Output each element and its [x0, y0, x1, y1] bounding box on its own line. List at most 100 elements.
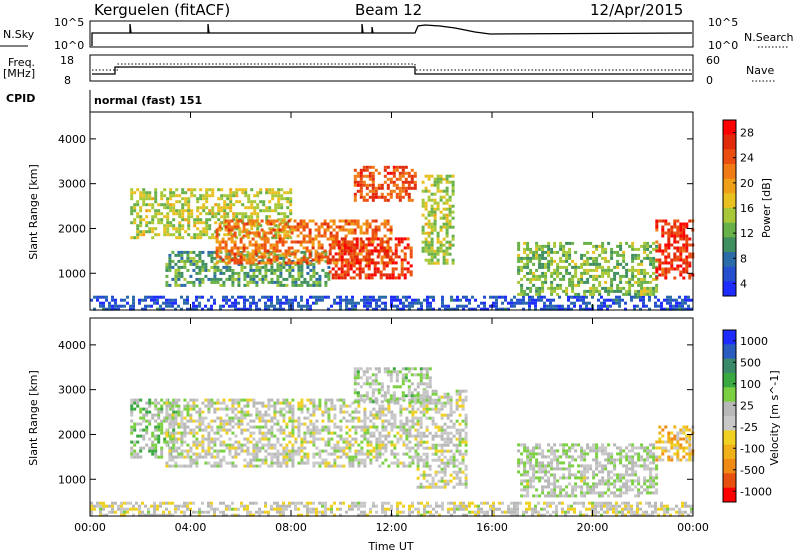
heatmap-cell [398, 189, 402, 193]
heatmap-cell [541, 247, 545, 251]
heatmap-cell [151, 215, 155, 219]
heatmap-cell [198, 277, 202, 281]
heatmap-cell [202, 227, 206, 231]
heatmap-cell [234, 307, 237, 311]
heatmap-cell [371, 394, 375, 398]
heatmap-cell [300, 280, 304, 284]
heatmap-cell [238, 200, 242, 204]
heatmap-cell [165, 428, 169, 432]
heatmap-cell [574, 292, 578, 296]
heatmap-cell [306, 280, 310, 284]
heatmap-cell [246, 510, 249, 514]
heatmap-cell [246, 398, 250, 402]
heatmap-cell [195, 431, 199, 435]
heatmap-cell [339, 410, 343, 414]
heatmap-cell [670, 258, 674, 262]
heatmap-cell [613, 265, 617, 269]
heatmap-cell [622, 259, 626, 263]
heatmap-cell [237, 443, 241, 447]
heatmap-cell [255, 458, 259, 462]
heatmap-cell [378, 437, 382, 441]
heatmap-cell [264, 425, 268, 429]
heatmap-cell [335, 225, 339, 229]
heatmap-cell [163, 233, 167, 237]
heatmap-cell [243, 464, 247, 468]
heatmap-cell [610, 286, 614, 290]
heatmap-cell [283, 197, 287, 201]
heatmap-cell [380, 255, 384, 259]
heatmap-cell [613, 274, 617, 278]
heatmap-cell [439, 216, 443, 220]
heatmap-cell [595, 256, 599, 260]
heatmap-cell [234, 446, 238, 450]
heatmap-cell [401, 180, 405, 184]
heatmap-cell [186, 504, 189, 508]
heatmap-cell [547, 286, 551, 290]
heatmap-cell [208, 209, 212, 213]
heatmap-cell [142, 407, 146, 411]
heatmap-cell [308, 261, 312, 265]
heatmap-cell [367, 252, 371, 256]
heatmap-cell [217, 218, 221, 222]
heatmap-cell [324, 464, 328, 468]
heatmap-cell [535, 289, 539, 293]
heatmap-cell [556, 250, 560, 254]
heatmap-cell [358, 270, 362, 274]
heatmap-cell [288, 504, 291, 508]
heatmap-cell [314, 255, 318, 259]
heatmap-cell [255, 407, 259, 411]
heatmap-cell [520, 292, 524, 296]
heatmap-cell [270, 398, 274, 402]
heatmap-cell [196, 197, 200, 201]
heatmap-cell [166, 233, 170, 237]
heatmap-cell [177, 398, 181, 402]
heatmap-cell [237, 416, 241, 420]
heatmap-cell [411, 413, 415, 417]
heatmap-cell [531, 513, 534, 517]
heatmap-cell [384, 295, 387, 299]
heatmap-cell [381, 510, 384, 514]
heatmap-cell [165, 440, 169, 444]
heatmap-cell [381, 419, 385, 423]
heatmap-cell [187, 203, 191, 207]
heatmap-cell [374, 168, 378, 172]
heatmap-cell [249, 513, 252, 517]
heatmap-cell [222, 271, 226, 275]
heatmap-cell [357, 452, 361, 456]
heatmap-cell [681, 304, 684, 308]
heatmap-cell [378, 452, 382, 456]
nsearch-label: N.Search [744, 31, 794, 44]
heatmap-cell [381, 307, 384, 311]
heatmap-cell [404, 177, 408, 181]
heatmap-cell [300, 307, 303, 311]
heatmap-cell [249, 510, 252, 514]
heatmap-cell [207, 501, 210, 505]
heatmap-cell [90, 507, 93, 511]
heatmap-cell [368, 189, 372, 193]
heatmap-cell [183, 428, 187, 432]
heatmap-cell [321, 425, 325, 429]
heatmap-cell [117, 304, 120, 308]
heatmap-cell [366, 437, 370, 441]
heatmap-cell [336, 455, 340, 459]
heatmap-cell [646, 292, 650, 296]
heatmap-cell [289, 188, 293, 192]
heatmap-cell [186, 404, 190, 408]
heatmap-cell [489, 507, 492, 511]
heatmap-cell [606, 507, 609, 511]
heatmap-cell [272, 219, 276, 223]
heatmap-cell [198, 452, 202, 456]
heatmap-cell [321, 419, 325, 423]
heatmap-cell [356, 373, 360, 377]
heatmap-cell [685, 249, 689, 253]
heatmap-cell [427, 243, 431, 247]
heatmap-cell [174, 416, 178, 420]
heatmap-cell [401, 189, 405, 193]
heatmap-cell [139, 230, 143, 234]
heatmap-cell [219, 259, 223, 263]
heatmap-cell [372, 501, 375, 505]
heatmap-cell [151, 197, 155, 201]
heatmap-cell [669, 298, 672, 302]
heatmap-cell [343, 243, 347, 247]
heatmap-cell [386, 219, 390, 223]
